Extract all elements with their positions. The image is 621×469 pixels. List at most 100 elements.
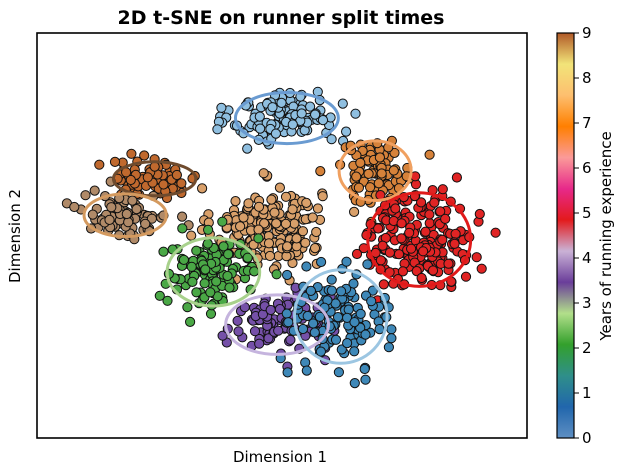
scatter-point: [490, 227, 501, 238]
scatter-point: [451, 172, 462, 183]
scatter-point: [474, 208, 485, 220]
scatter-point: [232, 315, 243, 326]
scatter-point: [343, 304, 354, 315]
scatter-point: [367, 285, 378, 296]
scatter-point: [282, 269, 293, 281]
scatter-point: [333, 367, 344, 378]
scatter-point: [476, 263, 487, 274]
scatter-point: [404, 227, 415, 238]
scatter-points: [61, 86, 501, 389]
scatter-point: [330, 334, 342, 345]
scatter-point: [300, 237, 311, 248]
scatter-point: [249, 326, 261, 337]
scatter-point: [203, 224, 214, 235]
scatter-point: [283, 317, 294, 328]
scatter-point: [185, 316, 196, 327]
scatter-point: [264, 250, 276, 262]
scatter-point: [269, 207, 280, 218]
scatter-point: [285, 334, 296, 345]
scatter-point: [211, 276, 222, 287]
scatter-point: [424, 209, 435, 220]
scatter-point: [187, 276, 198, 287]
scatter-point: [388, 165, 399, 176]
scatter-point: [291, 233, 302, 244]
scatter-point: [332, 312, 344, 323]
scatter-point: [212, 124, 223, 135]
scatter-point: [396, 233, 407, 244]
scatter-point: [349, 206, 360, 217]
scatter-point: [307, 212, 318, 223]
scatter-point: [280, 218, 291, 229]
scatter-point: [238, 212, 249, 223]
scatter-point: [301, 197, 312, 208]
scatter-point: [125, 174, 136, 186]
scatter-point: [351, 171, 362, 182]
scatter-point: [317, 191, 328, 202]
scatter-point: [223, 249, 234, 260]
scatter-point: [309, 243, 321, 254]
scatter-point: [218, 241, 229, 252]
scatter-point: [94, 159, 105, 170]
scatter-point: [253, 201, 265, 212]
scatter-point: [384, 247, 395, 258]
scatter-point: [104, 214, 115, 225]
scatter-point: [374, 324, 385, 335]
scatter-point: [315, 166, 326, 177]
scatter-point: [317, 115, 329, 126]
scatter-point: [443, 258, 454, 269]
scatter-point: [162, 295, 173, 306]
colorbar-tick-label: 3: [582, 294, 592, 312]
scatter-point: [420, 226, 431, 237]
scatter-point: [253, 233, 264, 244]
cluster-ellipse: [337, 139, 413, 202]
scatter-point: [121, 208, 132, 220]
scatter-point: [140, 218, 151, 229]
scatter-point: [271, 218, 282, 229]
scatter-point: [123, 217, 134, 228]
scatter-point: [349, 378, 360, 389]
cluster-ellipse: [165, 236, 262, 308]
colorbar-tick-label: 0: [582, 429, 592, 447]
scatter-point: [270, 128, 281, 139]
scatter-point: [471, 252, 482, 263]
colorbar-tick-label: 8: [582, 69, 592, 87]
scatter-point: [305, 285, 316, 296]
scatter-point: [258, 168, 269, 179]
scatter-point: [254, 338, 265, 349]
scatter-point: [359, 363, 370, 375]
scatter-point: [311, 226, 322, 238]
colorbar-tick-label: 6: [582, 159, 592, 177]
scatter-point: [280, 191, 292, 202]
scatter-point: [255, 123, 266, 134]
scatter-point: [350, 108, 361, 119]
cluster-ellipse: [233, 91, 340, 146]
colorbar-tick-label: 7: [582, 114, 592, 132]
scatter-point: [302, 310, 313, 322]
scatter-point: [109, 156, 121, 167]
scatter-point: [296, 108, 307, 119]
scatter-point: [202, 238, 213, 249]
scatter-point: [342, 338, 353, 349]
scatter-point: [411, 266, 422, 277]
cluster-ellipses: [82, 91, 473, 365]
scatter-point: [351, 248, 363, 260]
cluster-ellipse: [292, 268, 389, 365]
scatter-point: [365, 182, 376, 193]
scatter-point: [276, 97, 287, 109]
scatter-point: [383, 342, 394, 353]
scatter-point: [301, 261, 312, 272]
scatter-point: [158, 246, 169, 257]
colorbar: [556, 32, 575, 439]
scatter-point: [429, 197, 440, 208]
x-axis-label: Dimension 1: [233, 448, 327, 466]
scatter-point: [406, 243, 417, 254]
scatter-point: [362, 259, 373, 270]
scatter-point: [263, 238, 275, 249]
scatter-point: [199, 278, 210, 289]
scatter-point: [366, 296, 377, 307]
colorbar-tick-label: 2: [582, 339, 592, 357]
scatter-point: [80, 190, 91, 201]
y-axis-label: Dimension 2: [6, 189, 24, 283]
scatter-point: [297, 323, 309, 335]
scatter-point: [266, 194, 277, 205]
